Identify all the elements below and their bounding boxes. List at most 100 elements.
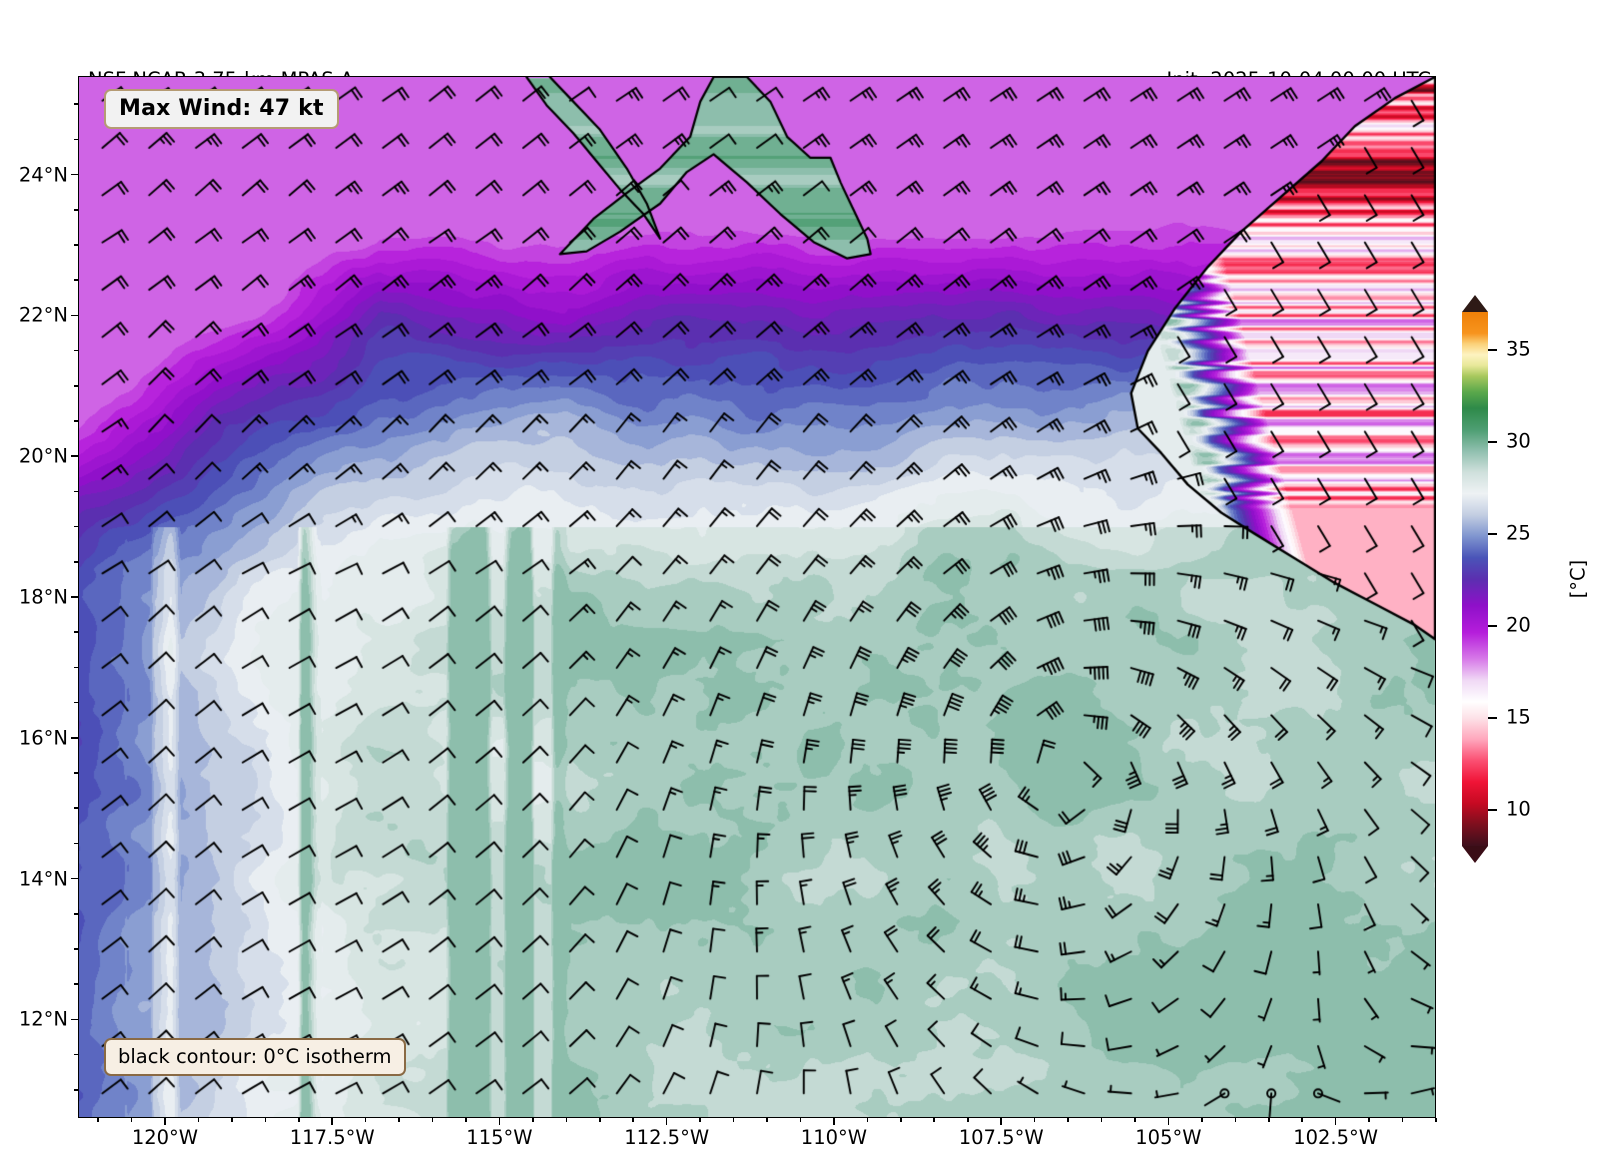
x-tick-minor	[799, 1118, 802, 1122]
x-tick-minor	[632, 1118, 635, 1122]
x-tick-minor	[732, 1118, 735, 1122]
y-tick-label: 16°N	[18, 726, 68, 750]
x-tick-label: 117.5°W	[289, 1126, 375, 1149]
colorbar-tick-mark	[1488, 348, 1497, 351]
x-tick-minor	[398, 1118, 400, 1122]
x-tick-minor	[866, 1118, 869, 1122]
y-tick-minor	[74, 420, 78, 422]
y-tick-mark	[71, 314, 78, 317]
y-tick-minor	[74, 1053, 78, 1056]
x-tick-minor	[699, 1118, 701, 1122]
colorbar-extend-bottom-arrow	[1462, 846, 1488, 863]
y-tick-mark	[71, 596, 78, 598]
x-tick-mark	[331, 1118, 333, 1125]
colorbar-tick-mark	[1488, 809, 1497, 811]
x-tick-minor	[1401, 1118, 1404, 1122]
isotherm-note-annotation: black contour: 0°C isotherm	[104, 1038, 406, 1076]
colorbar-axis-label: [°C]	[1566, 559, 1590, 599]
y-tick-minor	[74, 807, 78, 809]
x-tick-minor	[231, 1118, 233, 1122]
x-tick-minor	[532, 1118, 534, 1122]
y-tick-minor	[74, 103, 78, 105]
x-tick-mark	[1334, 1118, 1337, 1125]
x-tick-label: 112.5°W	[624, 1126, 710, 1149]
x-tick-minor	[130, 1118, 133, 1122]
x-tick-minor	[264, 1118, 267, 1122]
y-tick-minor	[74, 701, 78, 704]
y-tick-minor	[74, 244, 78, 246]
y-tick-minor	[74, 1089, 78, 1091]
x-tick-minor	[766, 1118, 768, 1122]
y-tick-minor	[74, 560, 78, 563]
x-tick-minor	[1267, 1118, 1270, 1122]
y-tick-minor	[74, 913, 78, 915]
x-tick-minor	[966, 1118, 969, 1122]
y-tick-minor	[74, 631, 78, 633]
y-tick-minor	[74, 279, 78, 281]
x-tick-mark	[833, 1118, 835, 1125]
x-tick-minor	[933, 1118, 936, 1122]
colorbar-tick-label: 20	[1506, 613, 1531, 637]
x-tick-mark	[665, 1118, 668, 1125]
y-tick-label: 14°N	[18, 867, 68, 891]
y-tick-label: 20°N	[18, 444, 68, 468]
y-tick-mark	[71, 877, 78, 880]
x-tick-minor	[197, 1118, 200, 1122]
colorbar-tick-mark	[1488, 625, 1497, 627]
colorbar-tick-label: 15	[1506, 705, 1531, 729]
colorbar-tick-label: 30	[1506, 429, 1531, 453]
temperature-wind-map[interactable]	[79, 77, 1435, 1117]
max-wind-annotation: Max Wind: 47 kt	[104, 89, 339, 129]
colorbar-gradient	[1462, 312, 1488, 846]
x-tick-label: 105°W	[1135, 1126, 1202, 1149]
x-tick-mark	[498, 1118, 501, 1125]
x-tick-minor	[1100, 1118, 1103, 1122]
x-tick-minor	[598, 1118, 601, 1122]
y-tick-label: 22°N	[18, 303, 68, 327]
x-tick-label: 115°W	[466, 1126, 533, 1149]
y-tick-minor	[74, 384, 78, 387]
x-tick-minor	[1435, 1118, 1437, 1122]
y-tick-minor	[74, 525, 78, 528]
x-tick-label: 120°W	[131, 1126, 199, 1149]
y-tick-label: 18°N	[18, 585, 68, 609]
y-tick-minor	[74, 490, 78, 493]
x-tick-minor	[364, 1118, 367, 1122]
y-tick-mark	[71, 1018, 78, 1021]
y-tick-label: 24°N	[18, 163, 68, 187]
x-tick-minor	[431, 1118, 434, 1122]
y-tick-minor	[74, 948, 78, 950]
x-tick-label: 102.5°W	[1293, 1126, 1379, 1149]
x-tick-mark	[1167, 1118, 1170, 1125]
x-tick-minor	[1234, 1118, 1237, 1122]
x-tick-mark	[164, 1118, 166, 1125]
x-tick-minor	[97, 1118, 99, 1122]
map-plot-area[interactable]	[78, 76, 1436, 1118]
y-tick-minor	[74, 666, 78, 669]
colorbar-tick-label: 35	[1506, 337, 1531, 361]
x-tick-label: 110°W	[800, 1126, 868, 1149]
x-tick-minor	[465, 1118, 467, 1122]
x-tick-minor	[1301, 1118, 1303, 1122]
y-tick-minor	[74, 208, 78, 211]
y-tick-mark	[71, 173, 78, 176]
y-tick-minor	[74, 983, 78, 986]
colorbar-tick-mark	[1488, 532, 1497, 535]
x-tick-minor	[1067, 1118, 1069, 1122]
y-tick-mark	[71, 737, 78, 739]
x-tick-minor	[1134, 1118, 1136, 1122]
colorbar-tick-mark	[1488, 440, 1497, 443]
y-tick-minor	[74, 772, 78, 774]
x-tick-minor	[900, 1118, 902, 1122]
colorbar-tick-label: 10	[1506, 797, 1531, 821]
colorbar-tick-mark	[1488, 717, 1497, 719]
colorbar-extend-top-arrow	[1462, 295, 1488, 312]
colorbar-tick-label: 25	[1506, 521, 1531, 545]
x-tick-minor	[1201, 1118, 1203, 1122]
x-tick-minor	[297, 1118, 300, 1122]
x-tick-minor	[565, 1118, 568, 1122]
x-tick-label: 107.5°W	[958, 1126, 1044, 1149]
temperature-colorbar[interactable]: 10 15 20 25 30 35	[1462, 295, 1531, 863]
x-tick-minor	[1033, 1118, 1036, 1122]
y-tick-label: 12°N	[18, 1007, 68, 1031]
